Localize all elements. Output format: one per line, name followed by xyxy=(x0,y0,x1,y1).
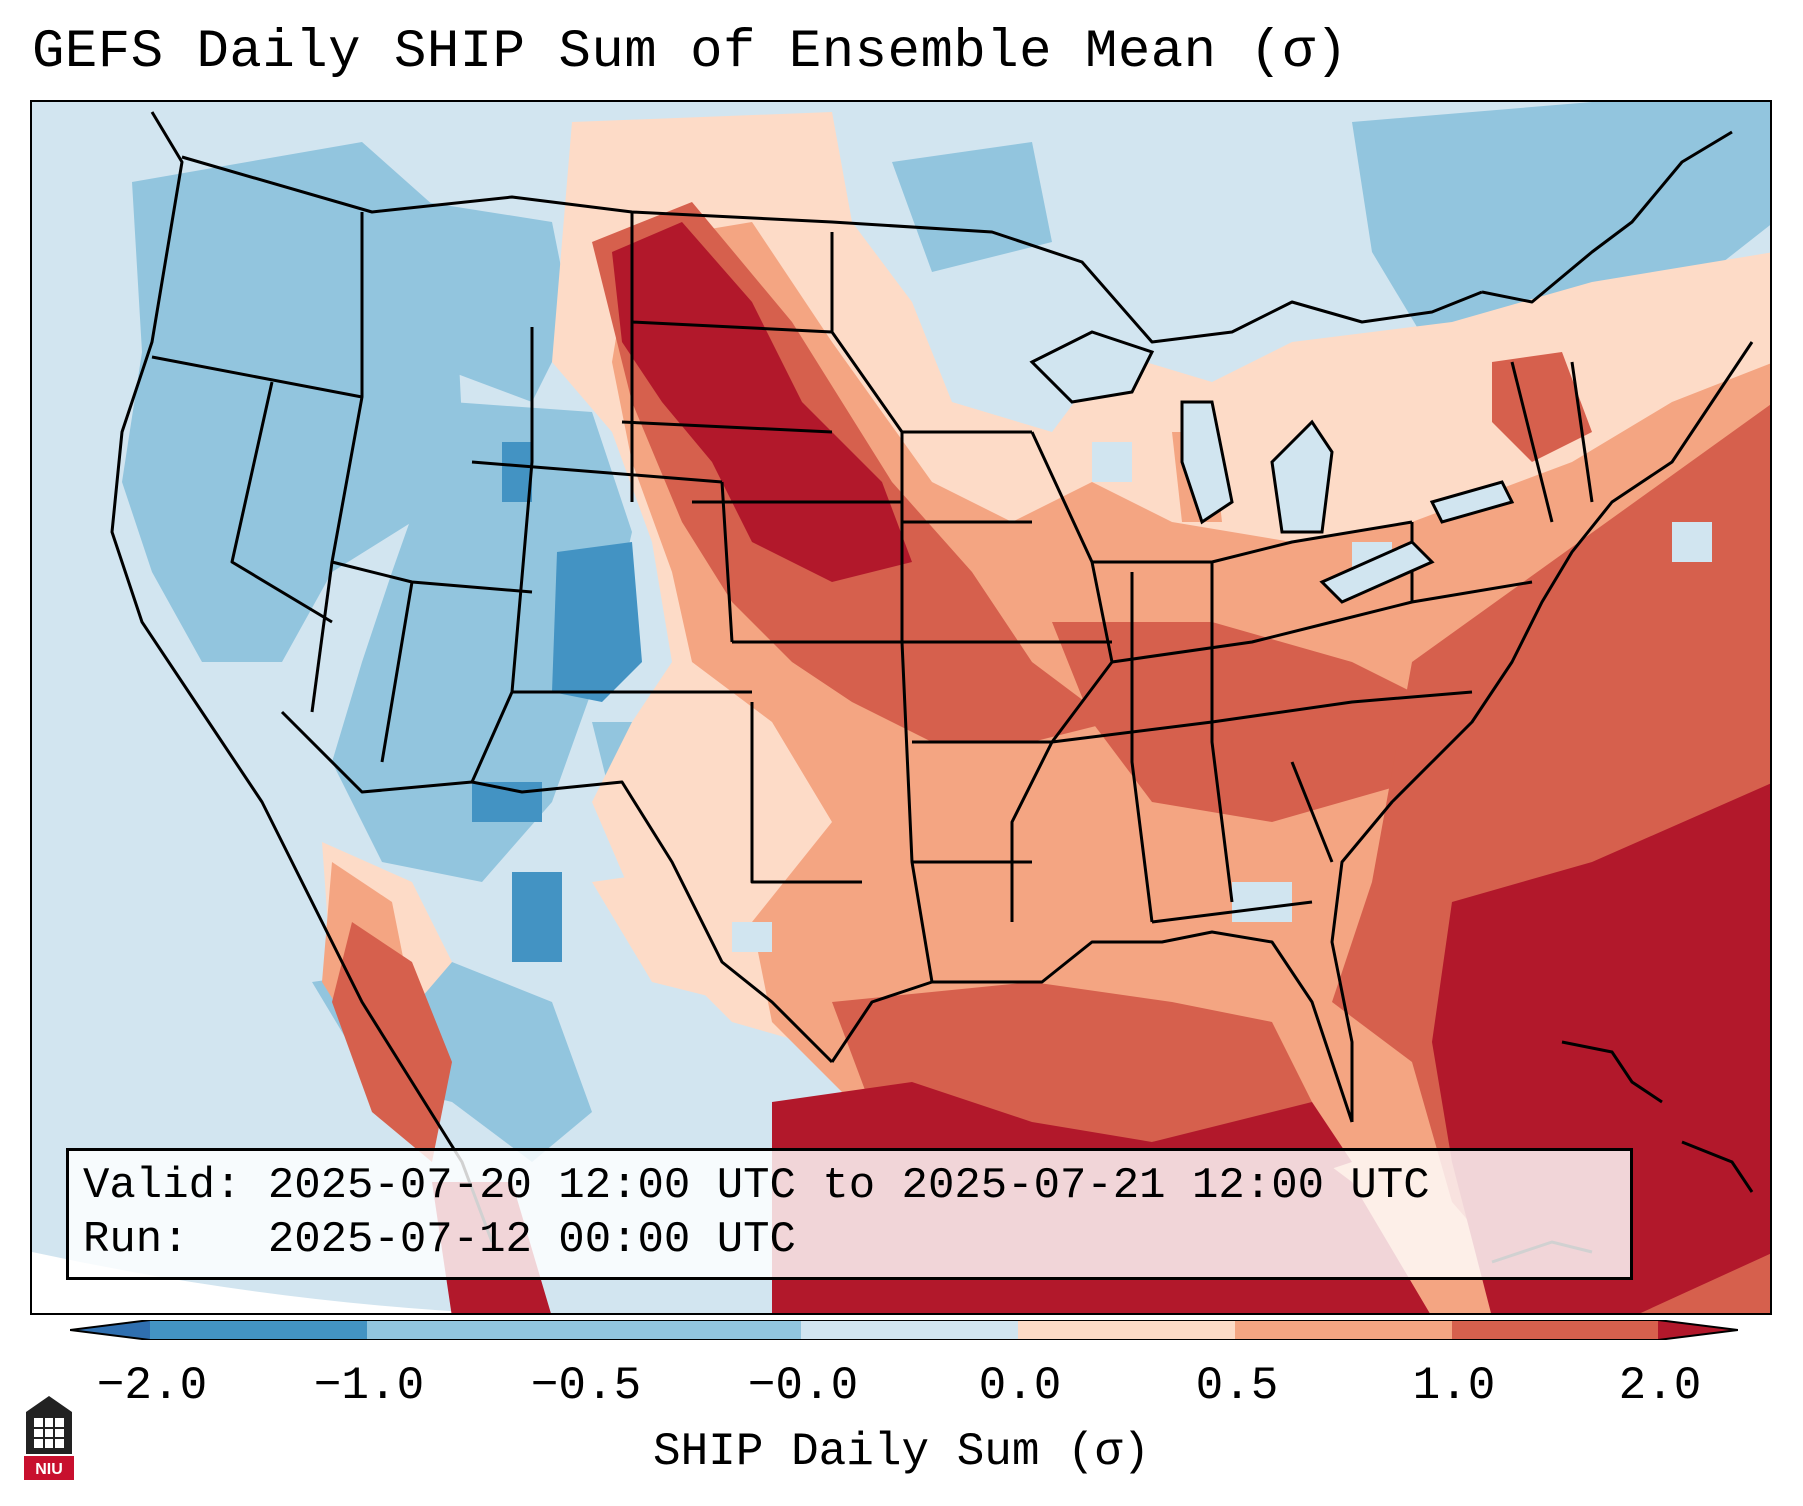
colorbar-extend-low xyxy=(70,1320,150,1340)
colorbar-bin-4 xyxy=(801,1320,1018,1340)
valid-value: 2025-07-20 12:00 UTC to 2025-07-21 12:00… xyxy=(267,1161,1430,1211)
map-panel xyxy=(30,100,1772,1315)
boundaries xyxy=(110,111,1754,1243)
run-label: Run: xyxy=(83,1215,189,1265)
colorbar-tick: −0.0 xyxy=(747,1360,859,1412)
colorbar-extend-high xyxy=(1658,1320,1738,1340)
logo-text: NIU xyxy=(35,1461,63,1478)
colorbar-tick: 0.5 xyxy=(1195,1360,1279,1412)
colorbar-bin-6 xyxy=(1235,1320,1452,1340)
colorbar-tick: 2.0 xyxy=(1618,1360,1702,1412)
valid-label: Valid: xyxy=(83,1161,242,1211)
anomaly-map xyxy=(32,102,1770,1313)
colorbar-bin-3 xyxy=(584,1320,801,1340)
colorbar-tick: −1.0 xyxy=(313,1360,425,1412)
colorbar-bin-5 xyxy=(1018,1320,1235,1340)
colorbar-tick: −0.5 xyxy=(530,1360,642,1412)
run-value: 2025-07-12 00:00 UTC xyxy=(267,1215,796,1265)
colorbar-bin-1 xyxy=(150,1320,367,1340)
colorbar-bin-2 xyxy=(367,1320,584,1340)
texture-cells xyxy=(182,262,410,500)
valid-info-box: Valid: 2025-07-20 12:00 UTC to 2025-07-2… xyxy=(66,1148,1633,1280)
niu-logo-icon: NIU xyxy=(24,1396,74,1480)
colorbar xyxy=(70,1320,1738,1340)
colorbar-tick: 1.0 xyxy=(1412,1360,1496,1412)
domain-edge xyxy=(32,1252,484,1313)
great-lakes xyxy=(1029,330,1515,604)
page-title: GEFS Daily SHIP Sum of Ensemble Mean (σ) xyxy=(32,22,1349,83)
colorbar-label: SHIP Daily Sum (σ) xyxy=(653,1426,1150,1478)
colorbar-bin-7 xyxy=(1452,1320,1658,1340)
colorbar-tick: 0.0 xyxy=(978,1360,1062,1412)
colorbar-tick: −2.0 xyxy=(96,1360,208,1412)
